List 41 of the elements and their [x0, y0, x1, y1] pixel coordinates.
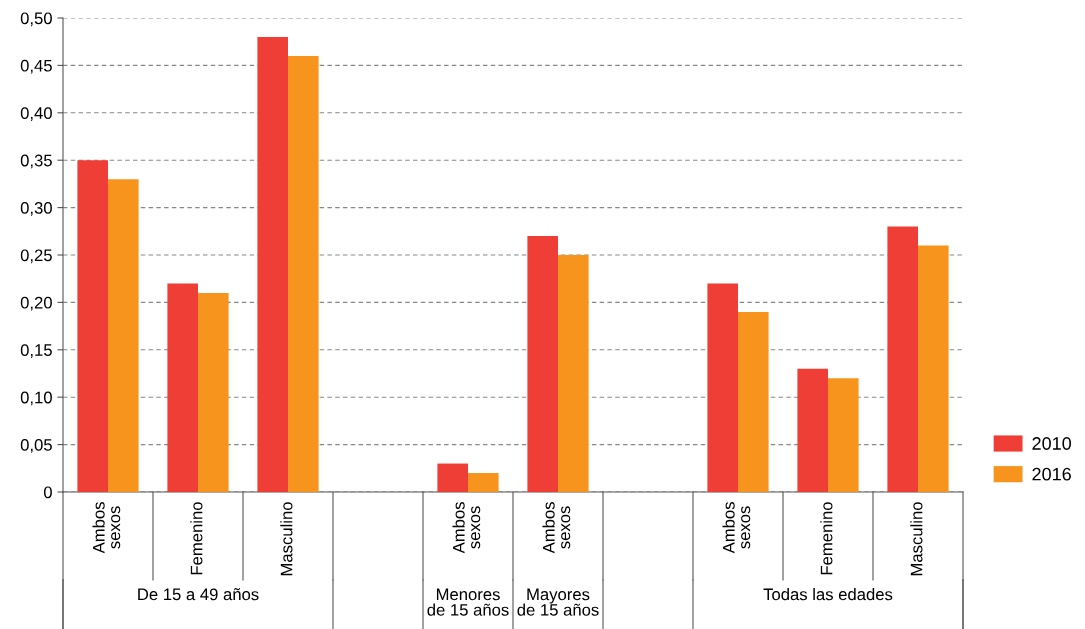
x-tick-label: Ambos sexos — [722, 502, 751, 554]
y-tick-label: 0,45 — [20, 59, 52, 74]
bar — [738, 311, 769, 492]
y-tick-label: 0,05 — [20, 439, 52, 453]
bar — [77, 160, 108, 492]
y-tick-label: 0,20 — [20, 296, 52, 311]
bar — [887, 226, 918, 492]
bar — [468, 473, 499, 492]
x-tick-label: Femenino — [820, 502, 833, 575]
y-tick-label: 0,10 — [20, 391, 52, 406]
x-tick-label: Ambos sexos — [452, 502, 481, 554]
y-tick-label: 0,30 — [20, 202, 52, 216]
bar — [288, 55, 319, 492]
bar — [558, 255, 589, 492]
text: De 15 a 49 años — [138, 588, 259, 601]
bar — [257, 36, 288, 492]
x-tick-label: Femenino — [190, 502, 203, 575]
bar — [527, 236, 558, 492]
y-tick-label: 0 — [43, 486, 52, 499]
bar — [707, 283, 738, 492]
y-tick-label: 0,50 — [20, 12, 52, 27]
legend-label: 2010 — [1032, 437, 1072, 450]
x-tick-label: Masculino — [910, 502, 923, 576]
x-tick-label: Ambos sexos — [92, 502, 121, 554]
bar — [198, 292, 229, 492]
legend-label: 2016 — [1032, 467, 1071, 481]
y-tick-label: 0,40 — [20, 107, 52, 121]
y-tick-label: 0,35 — [20, 154, 52, 169]
bar — [437, 463, 468, 492]
bar — [167, 283, 198, 492]
text: Mayores de 15 años — [517, 588, 599, 616]
bar — [797, 368, 828, 492]
x-tick-label: Ambos sexos — [542, 502, 571, 554]
text: Menores de 15 años — [427, 588, 509, 616]
y-tick-label: 0,25 — [20, 249, 52, 264]
text: Todas las edades — [763, 588, 893, 601]
bar — [828, 378, 859, 492]
bar — [918, 245, 949, 492]
x-tick-label: Masculino — [280, 502, 293, 576]
y-tick-label: 0,15 — [20, 344, 52, 358]
bar — [108, 179, 139, 492]
